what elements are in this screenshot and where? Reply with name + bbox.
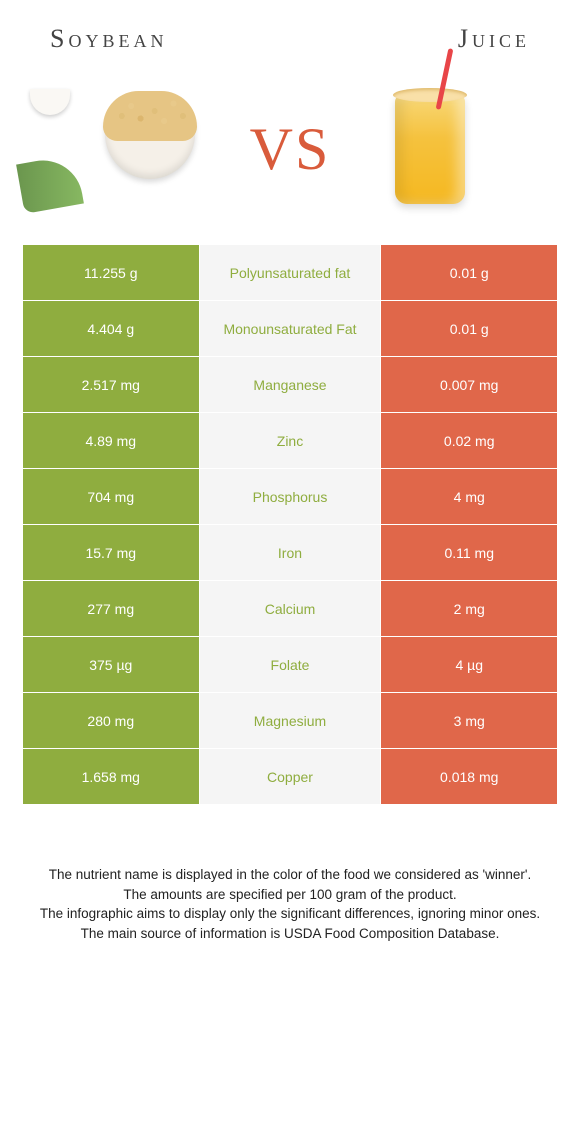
nutrient-label: Zinc	[199, 413, 381, 469]
table-row: 277 mgCalcium2 mg	[23, 581, 558, 637]
left-value: 15.7 mg	[23, 525, 200, 581]
left-value: 277 mg	[23, 581, 200, 637]
juice-image	[350, 79, 510, 219]
note-line: The infographic aims to display only the…	[24, 904, 556, 924]
greens-icon	[16, 154, 84, 214]
nutrient-label: Iron	[199, 525, 381, 581]
right-value: 4 mg	[381, 469, 558, 525]
left-value: 280 mg	[23, 693, 200, 749]
nutrient-table-body: 11.255 gPolyunsaturated fat0.01 g4.404 g…	[23, 245, 558, 805]
right-value: 3 mg	[381, 693, 558, 749]
right-value: 0.02 mg	[381, 413, 558, 469]
right-value: 0.01 g	[381, 245, 558, 301]
left-value: 4.404 g	[23, 301, 200, 357]
hero-row: VS	[0, 64, 580, 244]
note-line: The main source of information is USDA F…	[24, 924, 556, 944]
right-value: 0.11 mg	[381, 525, 558, 581]
nutrient-label: Polyunsaturated fat	[199, 245, 381, 301]
table-row: 11.255 gPolyunsaturated fat0.01 g	[23, 245, 558, 301]
right-value: 2 mg	[381, 581, 558, 637]
soybean-bowl-icon	[105, 119, 195, 179]
soybean-image	[70, 79, 230, 219]
nutrient-label: Phosphorus	[199, 469, 381, 525]
table-row: 704 mgPhosphorus4 mg	[23, 469, 558, 525]
nutrient-label: Calcium	[199, 581, 381, 637]
table-row: 375 µgFolate4 µg	[23, 637, 558, 693]
nutrient-table: 11.255 gPolyunsaturated fat0.01 g4.404 g…	[22, 244, 558, 805]
title-right: Juice	[458, 24, 530, 54]
left-value: 11.255 g	[23, 245, 200, 301]
left-value: 1.658 mg	[23, 749, 200, 805]
table-row: 4.404 gMonounsaturated Fat0.01 g	[23, 301, 558, 357]
title-left: Soybean	[50, 24, 167, 54]
nutrient-label: Magnesium	[199, 693, 381, 749]
juice-glass-icon	[395, 94, 465, 204]
left-value: 375 µg	[23, 637, 200, 693]
left-value: 704 mg	[23, 469, 200, 525]
note-line: The nutrient name is displayed in the co…	[24, 865, 556, 885]
vs-label: VS	[250, 115, 331, 184]
nutrient-label: Copper	[199, 749, 381, 805]
table-row: 2.517 mgManganese0.007 mg	[23, 357, 558, 413]
right-value: 0.01 g	[381, 301, 558, 357]
table-row: 4.89 mgZinc0.02 mg	[23, 413, 558, 469]
left-value: 2.517 mg	[23, 357, 200, 413]
right-value: 4 µg	[381, 637, 558, 693]
footer-notes: The nutrient name is displayed in the co…	[24, 865, 556, 943]
nutrient-label: Monounsaturated Fat	[199, 301, 381, 357]
left-value: 4.89 mg	[23, 413, 200, 469]
note-line: The amounts are specified per 100 gram o…	[24, 885, 556, 905]
nutrient-label: Folate	[199, 637, 381, 693]
right-value: 0.018 mg	[381, 749, 558, 805]
nutrient-label: Manganese	[199, 357, 381, 413]
table-row: 15.7 mgIron0.11 mg	[23, 525, 558, 581]
table-row: 1.658 mgCopper0.018 mg	[23, 749, 558, 805]
header: Soybean Juice	[0, 0, 580, 64]
table-row: 280 mgMagnesium3 mg	[23, 693, 558, 749]
right-value: 0.007 mg	[381, 357, 558, 413]
dip-bowl-icon	[30, 89, 70, 115]
